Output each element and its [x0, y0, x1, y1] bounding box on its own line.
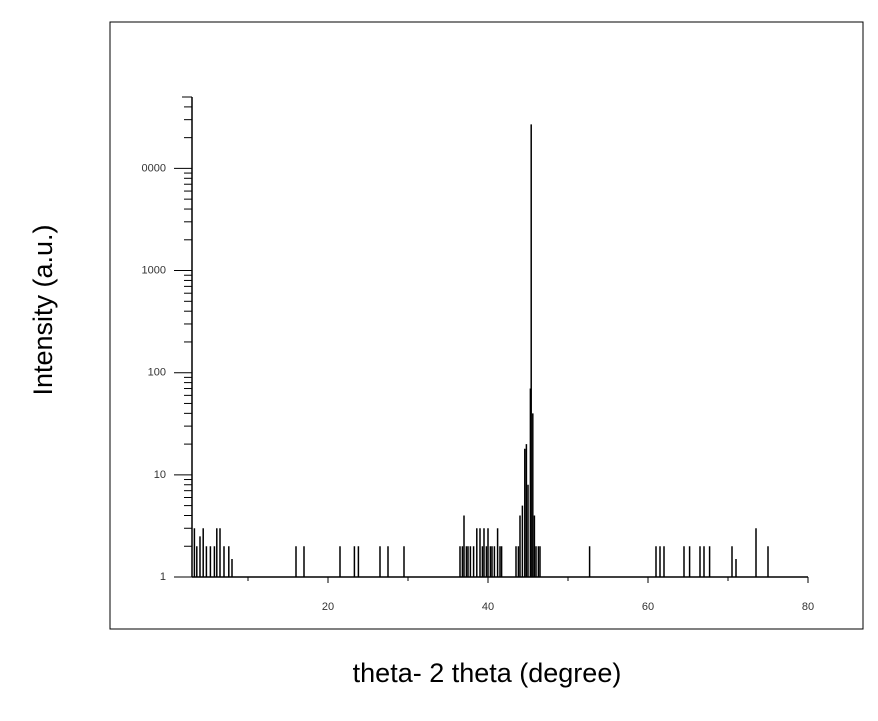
y-tick-label: 1000 — [142, 264, 166, 276]
y-tick-label: 10 — [154, 469, 166, 481]
y-tick-label: 100 — [148, 367, 166, 379]
x-tick-label: 60 — [642, 601, 654, 613]
x-tick-label: 20 — [322, 601, 334, 613]
x-tick-label: 80 — [802, 601, 814, 613]
y-tick-label: 1 — [160, 571, 166, 583]
x-axis-label: theta- 2 theta (degree) — [353, 658, 622, 688]
y-tick-label: 0000 — [142, 162, 166, 174]
y-axis-label: Intensity (a.u.) — [28, 224, 58, 395]
x-tick-label: 40 — [482, 601, 494, 613]
plot-frame — [109, 21, 864, 630]
